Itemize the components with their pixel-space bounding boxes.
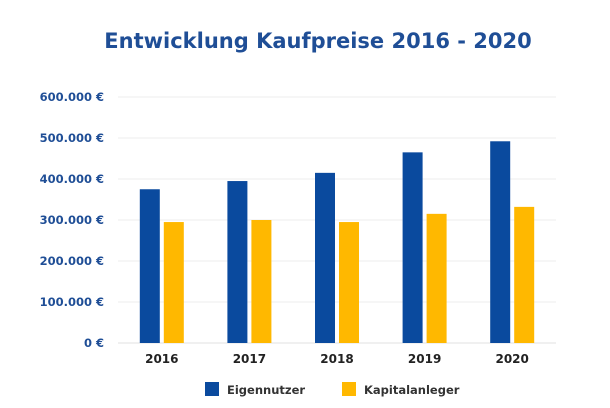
x-tick-label: 2017 [233,352,266,366]
y-tick-label: 400.000 € [40,172,104,186]
bar-kapitalanleger-2016 [163,222,184,343]
bar-kapitalanleger-2019 [426,213,447,343]
x-tick-label: 2019 [408,352,441,366]
y-tick-label: 200.000 € [40,254,104,268]
legend-label-kapitalanleger: Kapitalanleger [364,383,460,397]
legend-label-eigennutzer: Eigennutzer [227,383,305,397]
legend: Eigennutzer Kapitalanleger [205,382,460,397]
x-tick-label: 2016 [145,352,178,366]
y-tick-label: 0 € [84,336,104,350]
bar-eigennutzer-2017 [227,181,248,343]
y-tick-label: 600.000 € [40,90,104,104]
bar-kapitalanleger-2020 [514,206,535,343]
grid-layer [118,96,556,344]
y-axis: 0 € 100.000 € 200.000 € 300.000 € 400.000 € 5… [40,90,104,350]
bar-eigennutzer-2019 [402,152,423,343]
bar-kapitalanleger-2017 [251,220,272,343]
y-tick-label: 100.000 € [40,295,104,309]
bar-eigennutzer-2020 [490,141,511,343]
chart-title: Entwicklung Kaufpreise 2016 - 2020 [104,29,531,53]
x-tick-label: 2020 [495,352,528,366]
y-tick-label: 300.000 € [40,213,104,227]
bar-eigennutzer-2018 [315,172,335,343]
x-axis: 2016 2017 2018 2019 2020 [145,352,529,366]
legend-swatch-eigennutzer [205,382,219,396]
bar-kapitalanleger-2018 [339,222,359,343]
y-tick-label: 500.000 € [40,131,104,145]
bars [139,141,535,343]
x-tick-label: 2018 [320,352,353,366]
legend-swatch-kapitalanleger [342,382,356,396]
bar-eigennutzer-2016 [139,189,160,343]
